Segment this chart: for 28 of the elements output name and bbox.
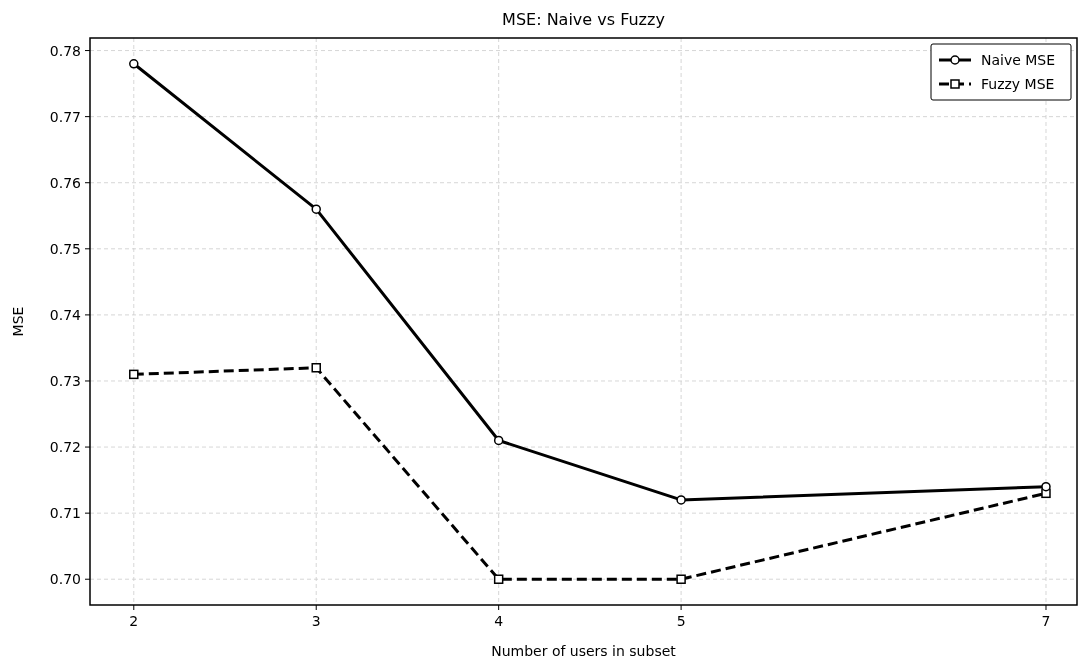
point (493, 574, 504, 584)
point (129, 369, 139, 380)
y-tick-label: 0.74 (49, 306, 82, 323)
point (311, 204, 321, 214)
point (1041, 481, 1051, 492)
point (676, 574, 686, 584)
point (493, 435, 504, 446)
y-tick-label: 0.73 (49, 372, 81, 389)
y-tick-label: 0.78 (49, 42, 81, 59)
x-tick-label: 7 (1041, 613, 1051, 629)
y-tick-label: 0.72 (49, 439, 81, 456)
x-tick-label: 2 (129, 613, 139, 629)
chart-title: MSE: Naive vs Fuzzy (502, 10, 665, 29)
x-tick-label: 4 (494, 613, 504, 629)
point (129, 59, 139, 69)
y-tick-label: 0.77 (49, 108, 81, 125)
point (311, 363, 321, 373)
y-tick-label: 0.70 (49, 571, 81, 588)
y-tick-label: 0.75 (49, 240, 81, 257)
point (676, 495, 686, 505)
x-axis-title: Number of users in subset (491, 643, 677, 659)
x-tick-label: 3 (311, 613, 321, 629)
x-tick-label: 5 (676, 613, 686, 629)
legend-label: Fuzzy MSE (981, 76, 1055, 92)
y-tick-label: 0.71 (49, 505, 81, 522)
legend-label: Naive MSE (981, 52, 1056, 68)
y-axis-title: MSE (10, 306, 26, 337)
y-tick-label: 0.76 (49, 174, 82, 191)
